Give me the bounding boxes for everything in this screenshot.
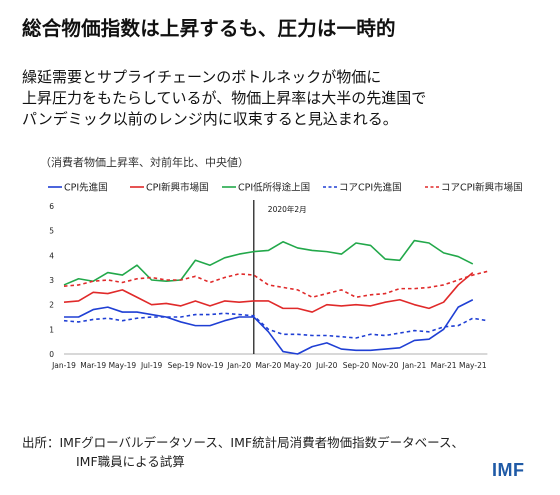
y-tick-label: 3 — [49, 276, 54, 285]
unit-label: （消費者物価上昇率、対前年比、中央値） — [40, 156, 249, 169]
x-tick-label: Nov-20 — [372, 361, 399, 370]
legend-label: コアCPI先進国 — [339, 182, 402, 194]
x-tick-label: Jan-19 — [51, 361, 76, 370]
y-tick-label: 1 — [49, 325, 54, 334]
series-line — [63, 271, 474, 313]
y-tick-label: 6 — [49, 202, 54, 211]
y-tick-label: 4 — [49, 251, 54, 260]
x-tick-label: May-19 — [109, 361, 137, 370]
subtitle-line: パンデミック以前のレンジ内に収束すると見込まれる。 — [22, 110, 398, 128]
legend-label: CPI新興市場国 — [146, 182, 209, 194]
x-tick-label: Jan-20 — [226, 361, 251, 370]
source-line: IMF職員による試算 — [76, 454, 185, 469]
x-tick-label: Sep-19 — [168, 361, 195, 370]
legend-label: コアCPI新興市場国 — [441, 182, 523, 194]
line-chart: CPI先進国 CPI新興市場国 CPI低所得途上国 コアCPI先進国 コアCPI新興市場… — [48, 182, 523, 370]
series-line — [63, 239, 474, 286]
legend-label: CPI低所得途上国 — [238, 182, 310, 194]
series-line — [63, 270, 488, 299]
subtitle-line: 上昇圧力をもたらしているが、物価上昇率は大半の先進国で — [22, 89, 427, 107]
source-line: 出所：IMFグローバルデータソース、IMF統計局消費者物価指数データベース、 — [22, 435, 464, 450]
x-tick-label: Jul-20 — [315, 361, 338, 370]
imf-logo: IMF — [492, 460, 525, 480]
series-line — [64, 299, 474, 355]
x-tick-label: May-20 — [284, 361, 312, 370]
x-tick-label: Mar-20 — [255, 361, 281, 370]
y-tick-label: 2 — [49, 301, 54, 310]
y-tick-label: 5 — [49, 227, 54, 236]
x-tick-label: May-21 — [459, 361, 487, 370]
x-tick-label: Mar-21 — [431, 361, 457, 370]
x-tick-label: Mar-19 — [80, 361, 106, 370]
series-line — [63, 312, 488, 339]
x-tick-label: Nov-19 — [197, 361, 224, 370]
source-note: 出所：IMFグローバルデータソース、IMF統計局消費者物価指数データベース、 I… — [22, 433, 542, 471]
chart-subtitle: 繰延需要とサプライチェーンのボトルネックが物価に 上昇圧力をもたらしているが、物… — [22, 67, 542, 130]
chart-title: 総合物価指数は上昇するも、圧力は一時的 — [22, 17, 396, 40]
subtitle-line: 繰延需要とサプライチェーンのボトルネックが物価に — [22, 68, 382, 86]
y-tick-label: 0 — [49, 350, 54, 359]
x-tick-label: Jul-19 — [140, 361, 163, 370]
x-tick-label: Sep-20 — [343, 361, 370, 370]
annotation-label: 2020年2月 — [268, 204, 307, 214]
legend-label: CPI先進国 — [64, 182, 108, 194]
x-tick-label: Jan-21 — [401, 361, 426, 370]
